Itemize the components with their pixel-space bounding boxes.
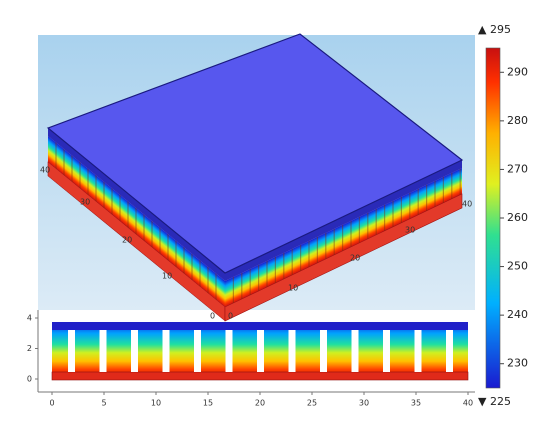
slot: [225, 330, 233, 372]
colorbar-tick-label: 290: [507, 65, 528, 78]
axis-label: 20: [122, 236, 132, 245]
axis-label: 40: [40, 166, 50, 175]
min-label: ▼ 225: [478, 395, 511, 408]
slot: [257, 330, 264, 372]
colorbar-tick-label: 240: [507, 308, 528, 321]
x-tick-label: 25: [307, 399, 317, 408]
y-tick-label: 0: [27, 375, 32, 384]
slot: [68, 330, 75, 372]
axis-label: 20: [350, 254, 360, 263]
colorbar-tick-label: 250: [507, 260, 528, 273]
colorbar-tick-label: 280: [507, 114, 528, 127]
min-value: 225: [490, 395, 511, 408]
slot: [194, 330, 201, 372]
top-plate: [46, 33, 464, 274]
colorbar-tick-label: 230: [507, 357, 528, 370]
axis-label: 0: [228, 312, 233, 321]
left-face: [47, 128, 226, 322]
x-tick-label: 5: [101, 399, 106, 408]
axis-label: 10: [288, 284, 298, 293]
colorbar-tick-label: 270: [507, 162, 528, 175]
x-tick-label: 30: [359, 399, 369, 408]
section-view: 0 5 10 15 20 25 30 35 40 0 2 4: [27, 310, 475, 408]
axis-label: 10: [162, 272, 172, 281]
x-tick-label: 35: [411, 399, 421, 408]
axis-label: 30: [405, 226, 415, 235]
x-tick-label: 20: [255, 399, 265, 408]
colorbar-tick-label: 260: [507, 211, 528, 224]
axis-label: 0: [210, 312, 215, 321]
slot: [99, 330, 107, 372]
x-tick-label: 10: [151, 399, 161, 408]
slot: [446, 330, 453, 372]
x-tick-label: 40: [463, 399, 473, 408]
slot: [414, 330, 422, 372]
x-tick-label: 15: [203, 399, 213, 408]
right-face: [224, 159, 463, 322]
slot: [288, 330, 296, 372]
colorbar: ▲ 295 ▼ 225 230 240 250 260 270 280 290: [478, 23, 528, 408]
max-value: 295: [490, 23, 511, 36]
slot: [351, 330, 359, 372]
max-label: ▲ 295: [478, 23, 511, 36]
y-tick-label: 2: [27, 344, 32, 353]
y-tick-label: 4: [27, 314, 32, 323]
x-tick-label: 0: [49, 399, 54, 408]
slot: [131, 330, 138, 372]
axis-label: 40: [462, 200, 472, 209]
slot: [320, 330, 327, 372]
colorbar-scale: [485, 47, 501, 389]
axis-label: 30: [80, 198, 90, 207]
slot: [383, 330, 390, 372]
slot: [162, 330, 170, 372]
model-3d: [46, 33, 464, 322]
